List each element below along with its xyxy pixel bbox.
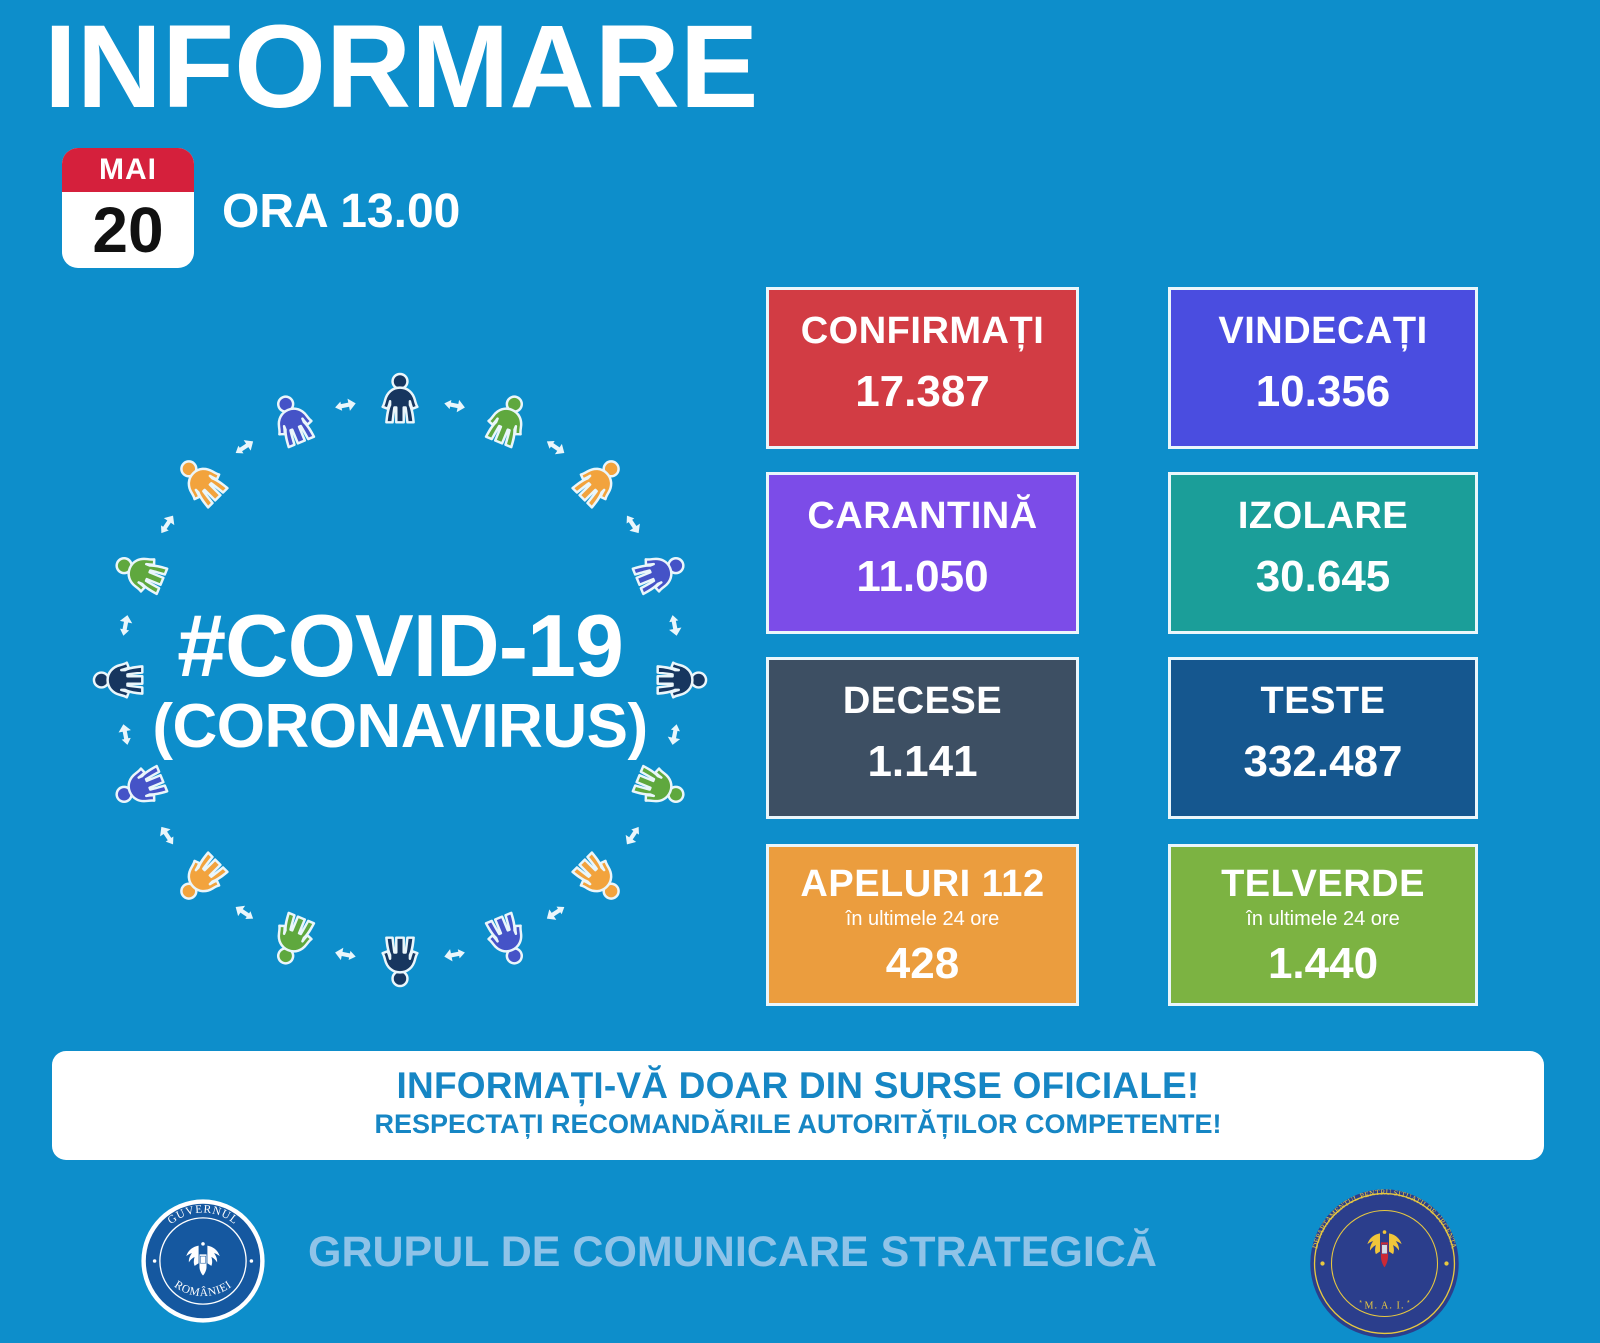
svg-text:*: * [1359,1300,1362,1307]
svg-text:M. A. I.: M. A. I. [1364,1301,1404,1312]
svg-text:*: * [1407,1300,1410,1307]
